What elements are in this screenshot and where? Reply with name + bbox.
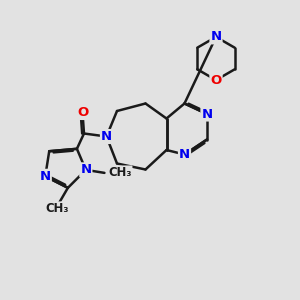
Text: CH₃: CH₃ xyxy=(45,202,68,215)
Text: O: O xyxy=(210,74,222,87)
Text: N: N xyxy=(80,164,92,176)
Text: N: N xyxy=(40,170,51,183)
Text: N: N xyxy=(210,30,222,44)
Text: CH₃: CH₃ xyxy=(108,167,131,179)
Text: N: N xyxy=(101,130,112,143)
Text: O: O xyxy=(77,106,88,119)
Text: N: N xyxy=(201,107,213,121)
Text: N: N xyxy=(179,148,190,161)
